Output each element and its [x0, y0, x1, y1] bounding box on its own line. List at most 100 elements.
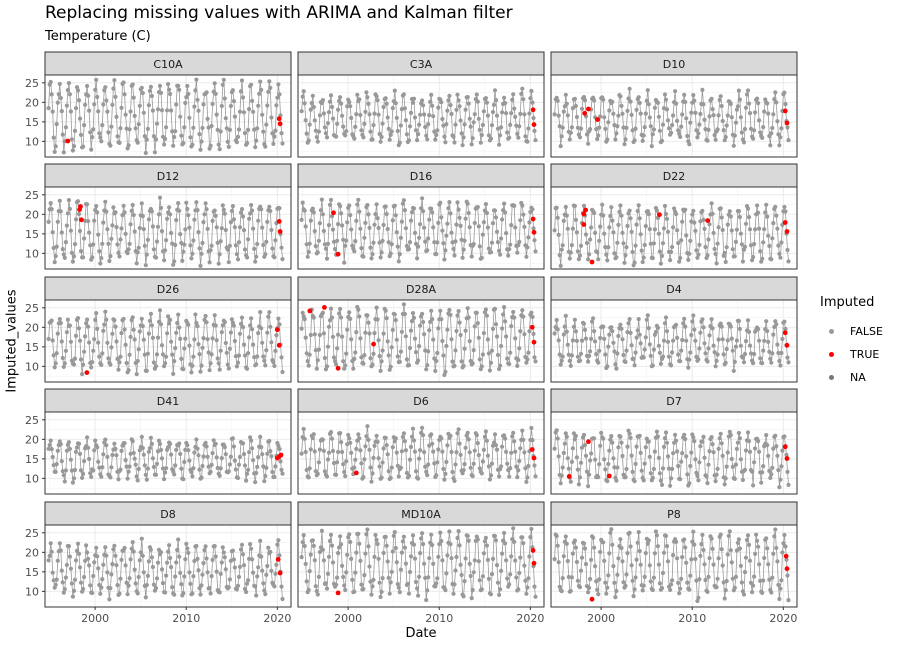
data-point	[519, 91, 524, 96]
data-point	[149, 441, 154, 446]
data-point	[303, 335, 308, 340]
facet-panel-d22: D22	[550, 163, 798, 270]
data-point	[178, 232, 183, 237]
data-point	[691, 313, 696, 318]
data-point	[712, 246, 717, 252]
legend-label-true: TRUE	[850, 348, 880, 361]
data-point	[637, 100, 642, 106]
data-point	[365, 95, 370, 100]
data-point	[156, 212, 162, 217]
data-point	[668, 258, 673, 263]
data-point	[299, 217, 304, 222]
data-point	[83, 218, 88, 223]
data-point	[251, 458, 256, 463]
data-point	[595, 250, 600, 255]
data-point	[643, 111, 648, 116]
data-point	[220, 545, 225, 550]
data-point	[322, 242, 327, 247]
data-point	[231, 557, 236, 562]
data-point	[244, 589, 249, 595]
imputed-point	[583, 207, 588, 213]
data-point	[113, 553, 118, 558]
data-point	[627, 431, 632, 436]
data-point	[221, 207, 226, 212]
data-point	[199, 583, 204, 588]
data-point	[70, 480, 75, 485]
data-point	[175, 547, 180, 553]
data-point	[192, 558, 197, 564]
data-point	[366, 544, 371, 549]
data-point	[121, 80, 126, 85]
data-point	[335, 460, 340, 465]
data-point	[229, 317, 234, 322]
legend-swatch-true	[828, 352, 834, 357]
data-point	[209, 123, 214, 129]
data-point	[327, 202, 333, 207]
data-point	[363, 109, 368, 114]
data-point	[644, 317, 649, 322]
data-point	[208, 248, 213, 253]
data-point	[91, 573, 96, 579]
data-point	[378, 368, 383, 373]
data-point	[361, 586, 366, 592]
data-point	[301, 426, 306, 432]
data-point	[478, 140, 483, 145]
data-point	[171, 262, 176, 267]
data-point	[83, 558, 88, 563]
data-point	[213, 213, 218, 218]
data-point	[707, 222, 712, 227]
data-point	[77, 565, 83, 570]
data-point	[750, 590, 755, 595]
data-point	[263, 473, 268, 479]
data-point	[67, 206, 72, 211]
data-point	[732, 359, 737, 364]
data-point	[46, 219, 51, 224]
data-point	[256, 455, 261, 460]
data-point	[627, 317, 632, 322]
data-point	[573, 217, 579, 222]
data-point	[388, 580, 393, 585]
data-point	[695, 473, 700, 479]
data-point	[128, 334, 133, 339]
data-point	[503, 541, 508, 546]
data-point	[439, 100, 444, 105]
data-point	[649, 144, 654, 149]
data-point	[743, 339, 749, 344]
data-point	[64, 103, 69, 108]
data-point	[483, 429, 488, 434]
data-point	[204, 444, 209, 449]
data-point	[582, 327, 588, 332]
data-point	[517, 458, 522, 464]
data-point	[684, 560, 689, 565]
data-point	[691, 93, 696, 98]
imputed-point	[529, 447, 535, 452]
data-point	[661, 550, 667, 555]
data-point	[96, 109, 101, 114]
data-point	[744, 92, 750, 97]
data-point	[83, 102, 88, 107]
data-point	[704, 474, 709, 479]
data-point	[518, 446, 523, 451]
data-point	[317, 447, 322, 452]
data-point	[668, 483, 673, 488]
data-point	[210, 451, 215, 456]
data-point	[98, 261, 103, 266]
data-point	[269, 115, 274, 120]
data-point	[640, 138, 645, 143]
data-point	[665, 229, 671, 234]
data-point	[589, 225, 594, 230]
data-point	[728, 214, 733, 219]
data-point	[222, 445, 227, 450]
data-point	[556, 338, 561, 343]
data-point	[685, 472, 690, 477]
data-point	[232, 338, 237, 344]
data-point	[617, 209, 622, 214]
data-point	[399, 219, 404, 224]
data-point	[176, 83, 181, 88]
data-point	[104, 553, 109, 558]
data-point	[68, 339, 73, 344]
data-point	[764, 433, 769, 438]
data-point	[269, 227, 274, 233]
data-point	[260, 112, 265, 117]
imputed-point	[530, 107, 536, 113]
